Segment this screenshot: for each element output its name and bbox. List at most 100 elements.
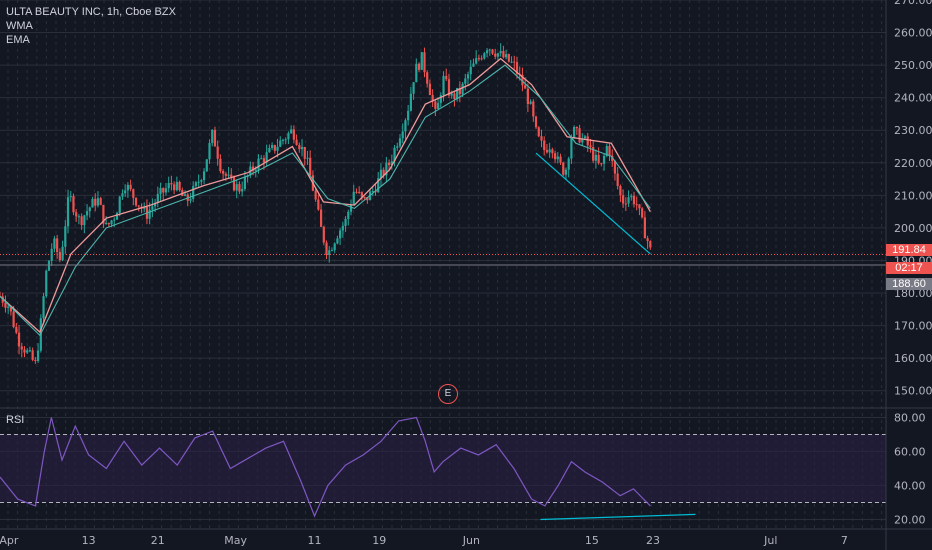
candle-body (15, 326, 18, 333)
price-axis-label: 180.00 (894, 287, 932, 300)
candle-body (445, 75, 448, 80)
candle-body (352, 191, 355, 205)
candle-body (309, 157, 312, 176)
candle-body (464, 78, 467, 84)
candle-body (573, 127, 576, 138)
candle-body (222, 171, 225, 174)
symbol-title[interactable]: ULTA BEAUTY INC, 1h, Cboe BZX (6, 6, 176, 18)
candle-body (589, 145, 592, 148)
candle-body (347, 211, 350, 220)
candle-body (72, 196, 75, 213)
candle-body (173, 184, 176, 191)
candle-body (594, 154, 598, 161)
rsi-line (0, 416, 651, 518)
candle-body (276, 146, 279, 151)
candle-body (251, 166, 255, 171)
candle-body (238, 184, 241, 192)
candle-body (382, 169, 385, 176)
candle-body (265, 152, 268, 163)
candle-body (284, 139, 287, 141)
candle-body (219, 158, 222, 172)
candle-body (434, 101, 437, 109)
candle-body (377, 178, 380, 193)
candle-body (556, 156, 559, 160)
candle-body (31, 350, 34, 360)
candle-body (164, 188, 168, 193)
candle-body (197, 181, 200, 183)
candle-body (132, 189, 135, 198)
candle-body (390, 161, 393, 165)
candle-body (578, 128, 581, 143)
candle-body (175, 181, 178, 191)
candle-body (349, 204, 353, 212)
candle-body (442, 75, 445, 96)
candle-body (143, 206, 146, 209)
candle-body (47, 260, 51, 271)
candle-body (36, 350, 40, 362)
price-axis-label: 160.00 (894, 352, 932, 365)
candle-body (56, 238, 59, 252)
candle-body (553, 153, 557, 160)
candle-body (600, 163, 603, 165)
candle-body (635, 204, 638, 206)
candle-body (643, 217, 646, 239)
candle-body (194, 182, 198, 187)
candle-body (12, 311, 15, 327)
candle-body (96, 198, 100, 206)
candle-body (461, 83, 464, 95)
price-axis-label: 240.00 (894, 92, 932, 105)
candle-body (148, 209, 151, 219)
candle-body (409, 93, 412, 111)
time-axis-label: Apr (0, 534, 19, 547)
wma-legend[interactable]: WMA (6, 20, 33, 32)
candle-body (537, 127, 540, 137)
candle-body (271, 145, 274, 149)
candle-body (567, 158, 570, 170)
candle-body (358, 191, 361, 193)
time-axis-label: 7 (841, 534, 848, 547)
candle-body (99, 198, 102, 205)
candle-body (178, 181, 181, 191)
candle-body (608, 146, 611, 156)
candle-body (417, 63, 421, 70)
rsi-legend[interactable]: RSI (6, 414, 25, 426)
candle-body (243, 176, 246, 189)
candle-body (480, 58, 483, 60)
candle-body (564, 169, 568, 175)
rsi-axis-label: 80.00 (894, 412, 926, 425)
candle-body (469, 66, 472, 75)
candle-body (341, 225, 344, 231)
candle-body (524, 85, 527, 89)
candle-body (431, 95, 434, 102)
candle-body (260, 158, 263, 160)
candle-body (317, 199, 320, 210)
candle-body (17, 332, 21, 347)
price-trendline (535, 152, 651, 255)
candle-body (475, 58, 478, 64)
candle-body (363, 196, 366, 198)
ema-legend[interactable]: EMA (6, 34, 30, 46)
wma-line (0, 57, 651, 334)
candle-body (385, 162, 388, 176)
candle-body (7, 306, 10, 308)
candle-body (322, 226, 325, 243)
price-axis-label: 150.00 (894, 385, 932, 398)
candle-body (58, 251, 61, 261)
candle-body (507, 54, 510, 62)
price-axis-label: 230.00 (894, 124, 932, 137)
candle-body (632, 195, 636, 205)
candle-body (80, 216, 83, 226)
candle-body (379, 169, 383, 179)
candle-body (624, 203, 627, 205)
candle-body (28, 350, 32, 352)
candle-body (581, 138, 584, 143)
candle-body (450, 93, 453, 96)
time-axis-label: May (224, 534, 247, 547)
candle-body (273, 145, 276, 151)
current-price-tag: 191.84 (886, 244, 932, 256)
earnings-marker[interactable]: E (438, 384, 458, 404)
candle-body (64, 226, 67, 247)
time-axis-label: Jun (462, 534, 480, 547)
